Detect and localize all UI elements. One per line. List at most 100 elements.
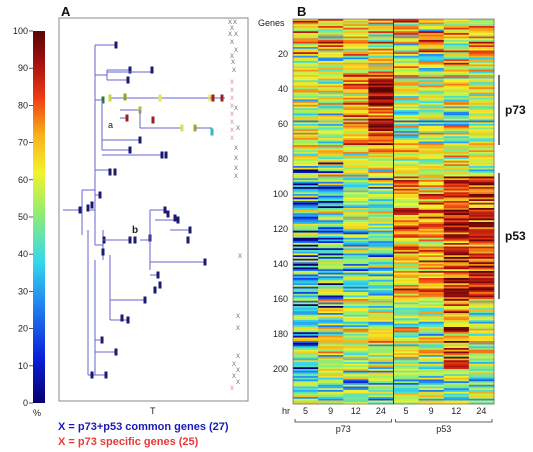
heatmap-cell [468,192,495,195]
heatmap-cell [368,173,394,176]
heatmap-cell [468,367,495,370]
heatmap-cell [393,153,420,156]
heatmap-cell [468,339,495,342]
heatmap-cell [443,48,470,51]
heatmap-cell [418,297,445,300]
heatmap-ylabel: Genes [258,18,285,28]
heatmap-cell [468,218,495,221]
heatmap-cell [318,24,344,27]
common-gene-mark: X [230,54,234,60]
tree-node [138,136,142,144]
heatmap-cell [343,173,369,176]
heatmap-cell [393,267,420,270]
heatmap-cell [468,176,495,179]
heatmap-cell [318,302,344,305]
heatmap-cell [393,48,420,51]
heatmap-cell [368,138,394,141]
heatmap-cell [293,185,319,188]
heatmap-cell [468,155,495,158]
heatmap-cell [393,188,420,191]
heatmap-cell [368,272,394,275]
heatmap-cell [418,129,445,132]
heatmap-cell [443,327,470,330]
heatmap-cell [418,71,445,74]
heatmap-cell [293,341,319,344]
heatmap-cell [293,106,319,109]
heatmap-cell [368,139,394,142]
heatmap-cell [343,383,369,386]
heatmap-cell [393,167,420,170]
heatmap-cell [443,384,470,387]
heatmap-cell [468,313,495,316]
heatmap-cell [368,374,394,377]
heatmap-cell [343,225,369,228]
heatmap-cell [468,383,495,386]
heatmap-cell [393,132,420,135]
heatmap-cell [318,372,344,375]
heatmap-cell [393,358,420,361]
heatmap-cell [293,285,319,288]
heatmap-cell [443,260,470,263]
heatmap-cell [393,355,420,358]
heatmap-cell [293,180,319,183]
heatmap-cell [443,110,470,113]
heatmap-cell [393,302,420,305]
tree-node [104,371,108,379]
heatmap-cell [418,76,445,79]
heatmap-cell [343,314,369,317]
heatmap-cell [293,237,319,240]
heatmap-cell [368,295,394,298]
common-gene-mark: X [236,314,240,320]
heatmap-cell [418,306,445,309]
heatmap-cell [293,339,319,342]
heatmap-cell [393,194,420,197]
heatmap-cell [368,351,394,354]
heatmap-cell [418,339,445,342]
heatmap-cell [418,127,445,130]
heatmap-cell [468,43,495,46]
heatmap-cell [418,83,445,86]
heatmap-cell [418,197,445,200]
heatmap-cell [318,283,344,286]
heatmap-cell [368,258,394,261]
heatmap-cell [368,334,394,337]
heatmap-cell [293,47,319,50]
heatmap-cell [318,27,344,30]
heatmap-cell [318,314,344,317]
heatmap-cell [443,293,470,296]
heatmap-cell [418,386,445,389]
heatmap-cell [343,174,369,177]
heatmap-cell [393,80,420,83]
heatmap-cell [468,321,495,324]
heatmap-cell [393,339,420,342]
heatmap-cell [368,166,394,169]
heatmap-cell [343,127,369,130]
heatmap-cell [343,54,369,57]
heatmap-cell [318,362,344,365]
heatmap-cell [393,230,420,233]
heatmap-cell [443,73,470,76]
heatmap-cell [418,66,445,69]
heatmap-cell [318,138,344,141]
heatmap-cell [443,69,470,72]
heatmap-cell [368,388,394,391]
heatmap-cell [393,54,420,57]
heatmap-cell [468,201,495,204]
heatmap-cell [468,213,495,216]
heatmap-cell [368,64,394,67]
heatmap-cell [393,353,420,356]
heatmap-cell [418,398,445,401]
heatmap-cell [343,31,369,34]
heatmap-cell [468,197,495,200]
heatmap-cell [443,87,470,90]
heatmap-cell [393,173,420,176]
heatmap-cell [293,376,319,379]
heatmap-cell [368,355,394,358]
heatmap-cell [318,288,344,291]
heatmap-cell [418,356,445,359]
heatmap-cell [418,178,445,181]
heatmap-cell [293,272,319,275]
heatmap-cell [393,257,420,260]
heatmap-cell [318,41,344,44]
